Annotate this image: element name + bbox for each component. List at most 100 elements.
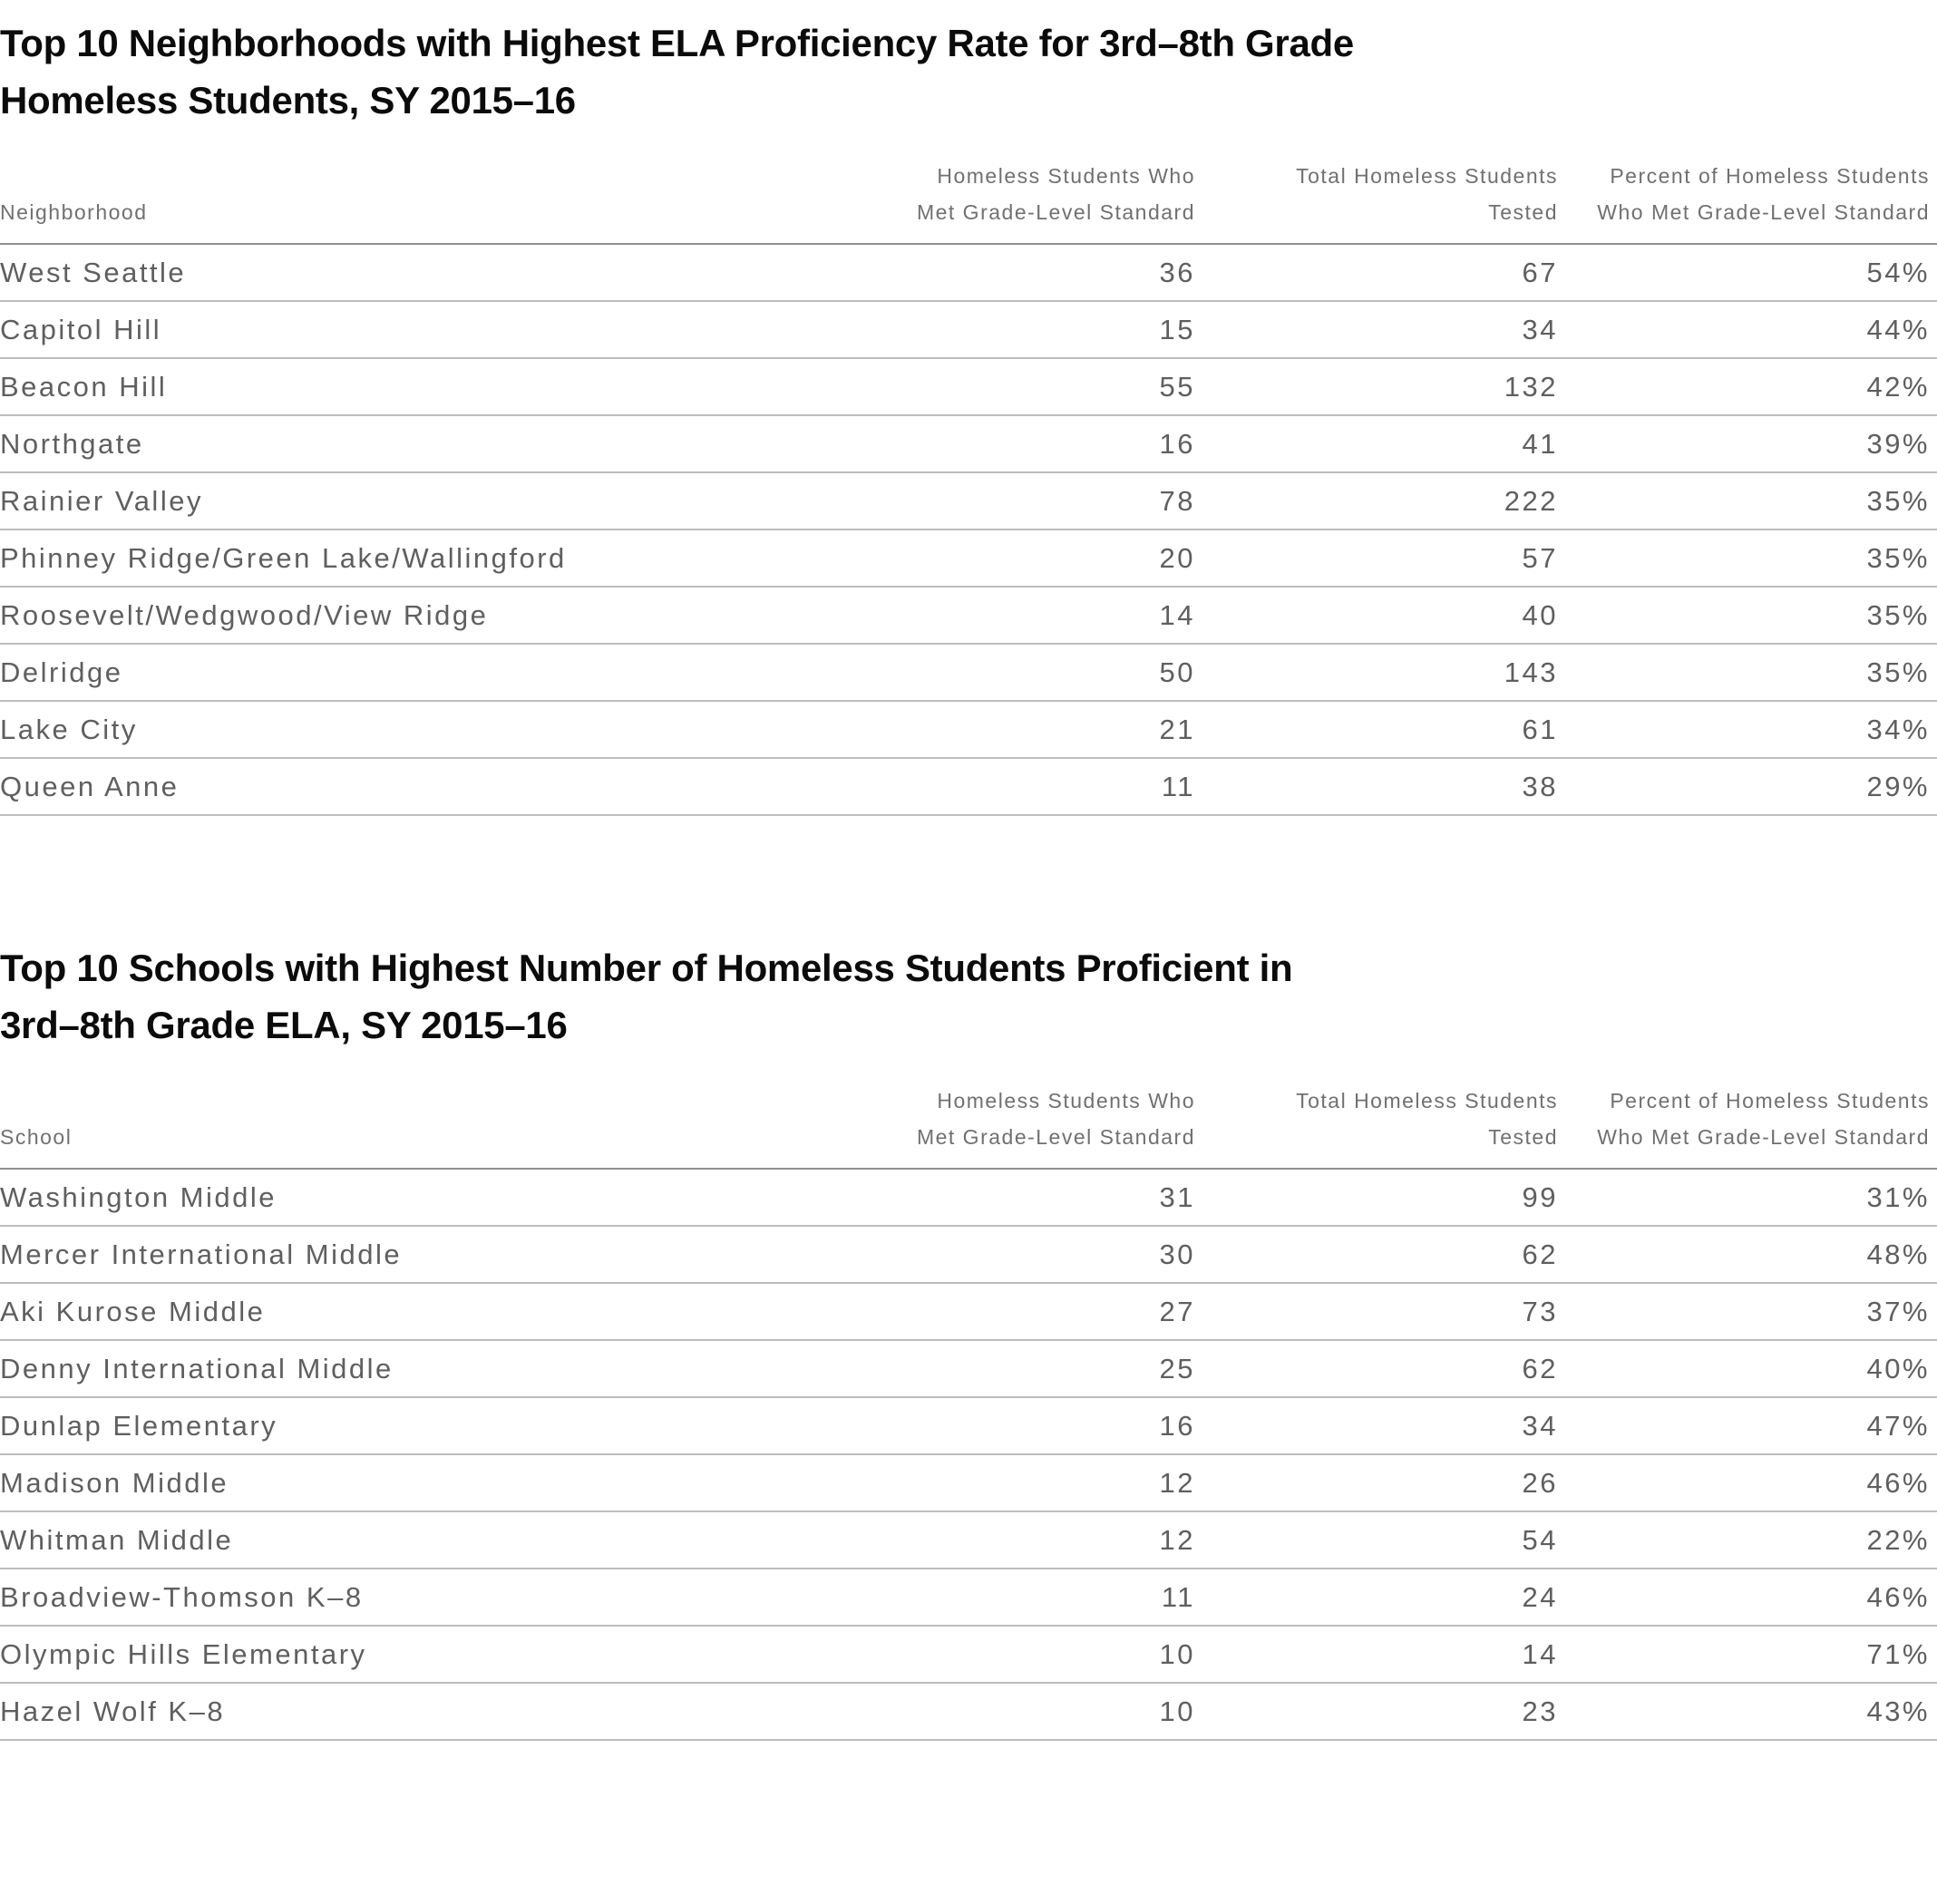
cell-percent-met: 39% (1565, 415, 1937, 473)
table-row: Lake City 21 61 34% (0, 701, 1937, 759)
table-row: Washington Middle 31 99 31% (0, 1169, 1937, 1227)
table-row: Rainier Valley 78 222 35% (0, 472, 1937, 530)
table-row: Olympic Hills Elementary 10 14 71% (0, 1626, 1937, 1684)
cell-name: Rainier Valley (0, 472, 867, 530)
cell-percent-met: 54% (1565, 244, 1937, 302)
cell-name: Queen Anne (0, 758, 867, 816)
cell-met-standard: 27 (867, 1283, 1202, 1341)
table-row: Broadview-Thomson K–8 11 24 46% (0, 1569, 1937, 1627)
cell-tested: 14 (1202, 1626, 1565, 1684)
cell-tested: 143 (1202, 644, 1565, 702)
cell-met-standard: 25 (867, 1340, 1202, 1398)
cell-name: Lake City (0, 701, 867, 759)
cell-met-standard: 78 (867, 472, 1202, 530)
cell-name: Washington Middle (0, 1169, 867, 1227)
cell-name: Beacon Hill (0, 358, 867, 416)
table-row: Queen Anne 11 38 29% (0, 758, 1937, 816)
cell-tested: 62 (1202, 1226, 1565, 1284)
cell-tested: 73 (1202, 1283, 1565, 1341)
cell-percent-met: 35% (1565, 587, 1937, 645)
cell-percent-met: 40% (1565, 1340, 1937, 1398)
cell-met-standard: 55 (867, 358, 1202, 416)
cell-tested: 24 (1202, 1569, 1565, 1627)
table-row: Dunlap Elementary 16 34 47% (0, 1397, 1937, 1455)
cell-name: Dunlap Elementary (0, 1397, 867, 1455)
column-header-total-tested: Total Homeless Students Tested (1202, 1083, 1565, 1170)
cell-percent-met: 31% (1565, 1169, 1937, 1227)
cell-tested: 26 (1202, 1454, 1565, 1512)
schools-table-header: School Homeless Students Who Met Grade-L… (0, 1083, 1937, 1170)
cell-name: Olympic Hills Elementary (0, 1626, 867, 1684)
cell-met-standard: 36 (867, 244, 1202, 302)
cell-tested: 132 (1202, 358, 1565, 416)
table-row: Madison Middle 12 26 46% (0, 1454, 1937, 1512)
cell-tested: 54 (1202, 1511, 1565, 1569)
table-row: Mercer International Middle 30 62 48% (0, 1226, 1937, 1284)
cell-percent-met: 44% (1565, 301, 1937, 359)
table-row: West Seattle 36 67 54% (0, 244, 1937, 302)
cell-met-standard: 30 (867, 1226, 1202, 1284)
cell-name: West Seattle (0, 244, 867, 302)
column-header-neighborhood: Neighborhood (0, 158, 867, 245)
table-section-neighborhoods: Top 10 Neighborhoods with Highest ELA Pr… (0, 15, 1937, 816)
cell-met-standard: 11 (867, 1569, 1202, 1627)
cell-met-standard: 10 (867, 1683, 1202, 1741)
cell-met-standard: 16 (867, 1397, 1202, 1455)
report-figure: Top 10 Neighborhoods with Highest ELA Pr… (0, 15, 1937, 1741)
cell-name: Roosevelt/Wedgwood/View Ridge (0, 587, 867, 645)
cell-met-standard: 12 (867, 1454, 1202, 1512)
cell-percent-met: 29% (1565, 758, 1937, 816)
cell-met-standard: 14 (867, 587, 1202, 645)
cell-percent-met: 46% (1565, 1569, 1937, 1627)
table-row: Whitman Middle 12 54 22% (0, 1511, 1937, 1569)
neighborhoods-table-body: West Seattle 36 67 54% Capitol Hill 15 34 44% Be… (0, 244, 1937, 816)
cell-percent-met: 37% (1565, 1283, 1937, 1341)
cell-name: Aki Kurose Middle (0, 1283, 867, 1341)
table-row: Aki Kurose Middle 27 73 37% (0, 1283, 1937, 1341)
column-header-percent-met: Percent of Homeless Students Who Met Gra… (1565, 1083, 1937, 1170)
cell-tested: 41 (1202, 415, 1565, 473)
cell-tested: 38 (1202, 758, 1565, 816)
cell-tested: 34 (1202, 301, 1565, 359)
cell-name: Madison Middle (0, 1454, 867, 1512)
table-section-schools: Top 10 Schools with Highest Number of Ho… (0, 939, 1937, 1741)
table-row: Phinney Ridge/Green Lake/Wallingford 20 57… (0, 529, 1937, 588)
cell-tested: 222 (1202, 472, 1565, 530)
cell-tested: 23 (1202, 1683, 1565, 1741)
cell-tested: 40 (1202, 587, 1565, 645)
column-header-met-standard: Homeless Students Who Met Grade-Level St… (867, 1083, 1202, 1170)
table-row: Roosevelt/Wedgwood/View Ridge 14 40 35% (0, 587, 1937, 645)
neighborhoods-table: Neighborhood Homeless Students Who Met G… (0, 158, 1937, 816)
table-row: Capitol Hill 15 34 44% (0, 301, 1937, 359)
schools-table-body: Washington Middle 31 99 31% Mercer Internati… (0, 1169, 1937, 1741)
cell-percent-met: 42% (1565, 358, 1937, 416)
cell-percent-met: 35% (1565, 644, 1937, 702)
cell-met-standard: 10 (867, 1626, 1202, 1684)
cell-name: Hazel Wolf K–8 (0, 1683, 867, 1741)
cell-met-standard: 11 (867, 758, 1202, 816)
column-header-met-standard: Homeless Students Who Met Grade-Level St… (867, 158, 1202, 245)
cell-percent-met: 46% (1565, 1454, 1937, 1512)
cell-met-standard: 12 (867, 1511, 1202, 1569)
cell-percent-met: 35% (1565, 529, 1937, 588)
cell-met-standard: 16 (867, 415, 1202, 473)
neighborhoods-table-header: Neighborhood Homeless Students Who Met G… (0, 158, 1937, 245)
cell-percent-met: 43% (1565, 1683, 1937, 1741)
neighborhoods-table-title: Top 10 Neighborhoods with Highest ELA Pr… (0, 22, 1354, 121)
cell-percent-met: 48% (1565, 1226, 1937, 1284)
column-header-total-tested: Total Homeless Students Tested (1202, 158, 1565, 245)
cell-percent-met: 22% (1565, 1511, 1937, 1569)
cell-percent-met: 35% (1565, 472, 1937, 530)
column-header-school: School (0, 1083, 867, 1170)
cell-tested: 99 (1202, 1169, 1565, 1227)
table-row: Northgate 16 41 39% (0, 415, 1937, 473)
cell-percent-met: 47% (1565, 1397, 1937, 1455)
table-row: Delridge 50 143 35% (0, 644, 1937, 702)
cell-name: Delridge (0, 644, 867, 702)
cell-met-standard: 15 (867, 301, 1202, 359)
cell-name: Denny International Middle (0, 1340, 867, 1398)
table-row: Hazel Wolf K–8 10 23 43% (0, 1683, 1937, 1741)
cell-name: Broadview-Thomson K–8 (0, 1569, 867, 1627)
cell-tested: 34 (1202, 1397, 1565, 1455)
cell-percent-met: 34% (1565, 701, 1937, 759)
